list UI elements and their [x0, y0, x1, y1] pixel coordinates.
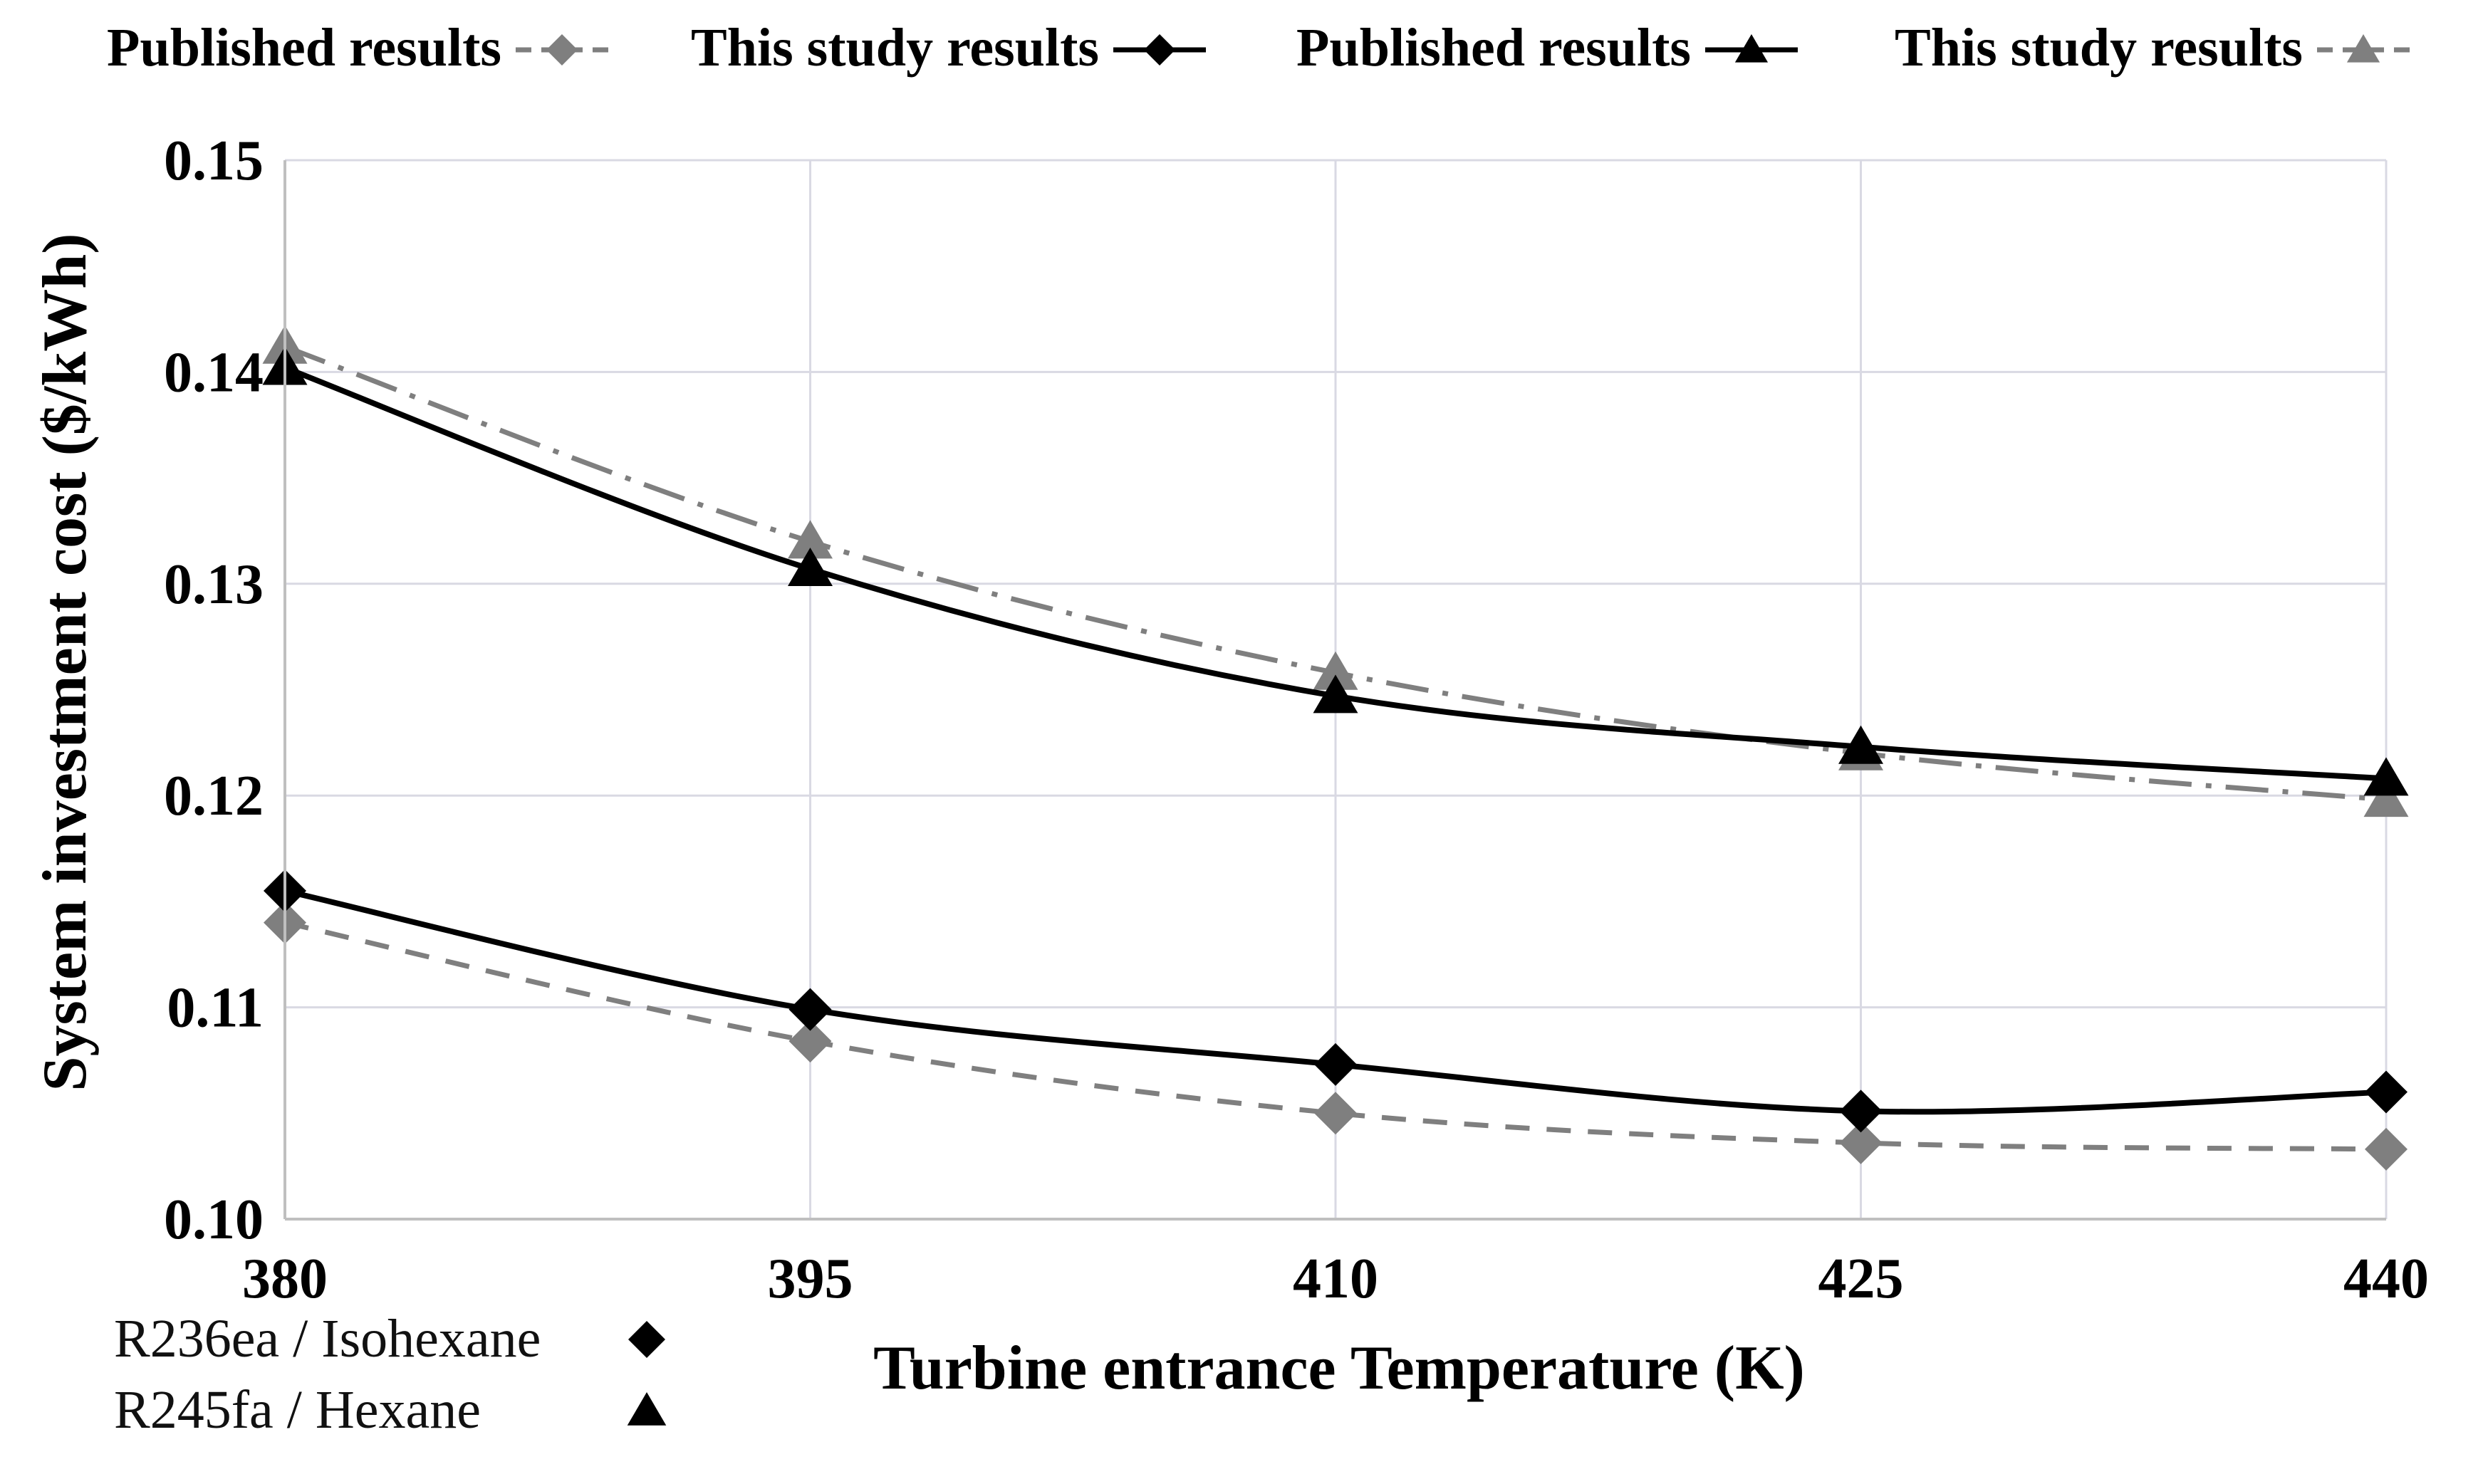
legend-label: This study results [691, 18, 1099, 78]
x-tick-label: 440 [2343, 1248, 2429, 1310]
data-point [2365, 1127, 2407, 1171]
data-point [788, 988, 832, 1031]
data-point [1313, 651, 1358, 690]
legend-label: Published results [107, 18, 501, 78]
marker-key: R236ea / Isohexane R245fa / Hexane [114, 1309, 667, 1440]
y-tick-label: 0.14 [164, 341, 264, 404]
legend-label: Published results [1296, 18, 1691, 78]
y-tick-label: 0.11 [167, 977, 264, 1040]
series-layer [262, 325, 2409, 1171]
y-tick-label: 0.15 [164, 130, 264, 192]
data-point [1839, 1121, 1883, 1164]
y-tick-label: 0.13 [164, 553, 264, 616]
series-line [284, 920, 2387, 1152]
data-point [2363, 757, 2409, 796]
data-point [2365, 1070, 2407, 1114]
data-point [1314, 1043, 1357, 1086]
data-point [788, 520, 833, 559]
y-tick-label: 0.10 [164, 1188, 264, 1251]
data-point [2363, 778, 2409, 817]
data-point [788, 547, 833, 586]
x-tick-label: 380 [242, 1248, 328, 1310]
data-point [788, 1020, 832, 1063]
legend-marker [1144, 34, 1176, 66]
data-point [1314, 1092, 1357, 1135]
data-point [1313, 674, 1358, 714]
data-point [1838, 725, 1883, 764]
marker-key-symbol [627, 1392, 667, 1426]
marker-key-symbol [628, 1321, 665, 1358]
data-point [1839, 1090, 1883, 1133]
legend-marker [1734, 34, 1769, 63]
legend-marker [546, 34, 578, 66]
legend-label: This study results [1895, 18, 2303, 78]
x-tick-label: 425 [1818, 1248, 1904, 1310]
y-tick-label: 0.12 [164, 765, 264, 827]
axes: 380 395 410 425 440 0.10 0.11 0.12 0.13 0.14 0.15 [164, 130, 2429, 1310]
marker-key-label: R245fa / Hexane [114, 1380, 481, 1440]
x-tick-label: 410 [1293, 1248, 1378, 1310]
legend-marker [2346, 34, 2380, 63]
x-tick-label: 395 [768, 1248, 853, 1310]
legend: Published results This study results Publi… [107, 18, 2410, 78]
marker-key-label: R236ea / Isohexane [114, 1309, 541, 1369]
x-axis-title: Turbine entrance Temperature (K) [873, 1334, 1805, 1403]
y-axis-title: System investment cost ($/kWh) [31, 233, 100, 1091]
